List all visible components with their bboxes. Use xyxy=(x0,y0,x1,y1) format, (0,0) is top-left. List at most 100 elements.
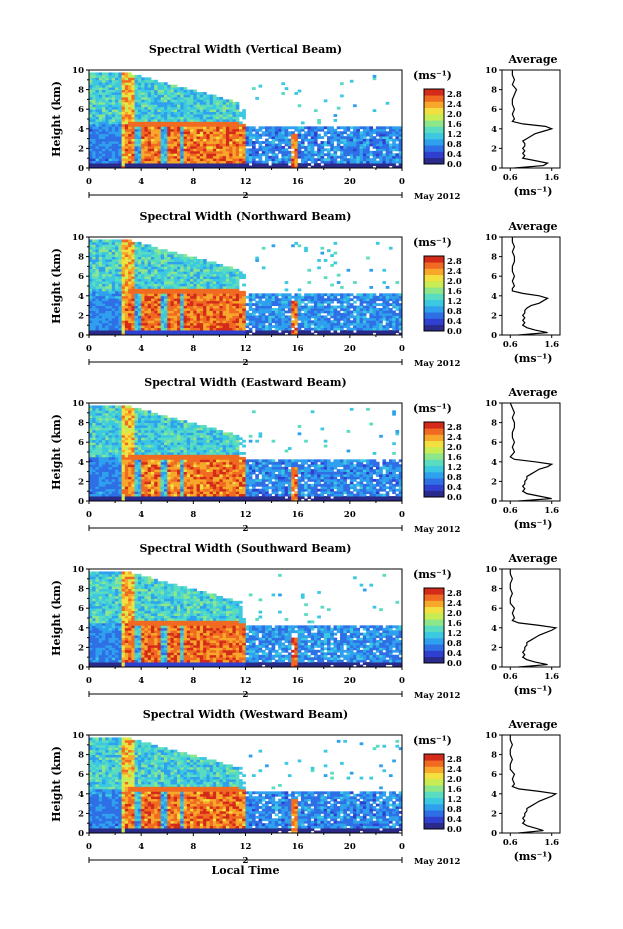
heatmap-cell xyxy=(121,293,126,297)
heatmap-cell xyxy=(115,330,119,333)
heatmap-cell xyxy=(98,305,103,309)
heatmap-cell xyxy=(271,136,276,139)
heatmap-cell xyxy=(144,153,149,157)
heatmap-cell xyxy=(395,158,400,162)
heatmap-cell xyxy=(102,317,106,321)
heatmap-cell xyxy=(180,121,184,125)
heatmap-cell xyxy=(137,317,142,321)
heatmap-cell xyxy=(186,89,191,93)
heatmap-cell xyxy=(196,150,201,154)
heatmap-cell xyxy=(375,310,380,314)
heatmap-cell xyxy=(95,89,100,93)
y-tick-label: 2 xyxy=(78,311,84,321)
heatmap-cell xyxy=(163,99,168,103)
heatmap-cell xyxy=(102,259,106,262)
heatmap-cell xyxy=(92,155,96,159)
heatmap-cell xyxy=(128,94,132,98)
heatmap-cell xyxy=(196,286,201,289)
heatmap-cell xyxy=(388,317,393,321)
heatmap-cell xyxy=(108,317,113,321)
heatmap-cell xyxy=(115,290,119,294)
heatmap-cell xyxy=(111,87,116,90)
heatmap-cell xyxy=(225,276,230,280)
heatmap-cell xyxy=(398,143,403,147)
heatmap-cell xyxy=(160,271,165,275)
y-tick-label: 2 xyxy=(78,144,84,154)
heatmap-cell xyxy=(232,136,237,139)
heatmap-cell xyxy=(232,268,237,272)
heatmap-cell xyxy=(203,104,207,108)
heatmap-cell xyxy=(268,141,272,144)
heatmap-cell xyxy=(92,278,96,282)
heatmap-cell xyxy=(199,288,204,292)
colorbar-tick-label: 1.6 xyxy=(447,287,462,297)
heatmap-cell xyxy=(115,256,119,260)
heatmap-cell xyxy=(111,141,116,144)
heatmap-cell xyxy=(284,305,289,309)
heatmap-cell xyxy=(199,119,204,122)
heatmap-cell xyxy=(209,114,214,117)
heatmap-cell xyxy=(128,288,132,292)
heatmap-cell xyxy=(274,148,279,152)
heatmap-cell xyxy=(118,165,122,169)
heatmap-cell xyxy=(177,276,181,280)
heatmap-cell xyxy=(235,148,240,152)
heatmap-cell xyxy=(193,131,197,135)
heatmap-cell xyxy=(137,133,142,137)
heatmap-cell xyxy=(144,290,149,294)
heatmap-cell xyxy=(89,148,93,152)
heatmap-cell xyxy=(180,92,184,95)
heatmap-cell xyxy=(242,141,246,144)
heatmap-cell xyxy=(105,322,109,326)
profile-line xyxy=(511,237,550,336)
heatmap-cell xyxy=(369,327,374,331)
heatmap-cell xyxy=(177,131,181,135)
heatmap-cell xyxy=(229,303,233,306)
heatmap-cell xyxy=(173,303,178,306)
heatmap-cell xyxy=(261,133,266,137)
heatmap-cell xyxy=(255,256,259,260)
heatmap-cell xyxy=(137,281,142,284)
heatmap-cell xyxy=(268,308,272,311)
heatmap-cell xyxy=(118,119,122,122)
heatmap-cell xyxy=(307,131,312,135)
heatmap-cell xyxy=(134,315,139,319)
heatmap-cell xyxy=(105,278,109,282)
heatmap-cell xyxy=(183,273,188,277)
heatmap-cell xyxy=(219,119,224,122)
heatmap-cell xyxy=(238,271,243,275)
heatmap-cell xyxy=(173,111,178,115)
heatmap-cell xyxy=(92,478,96,482)
heatmap-cell xyxy=(108,244,113,248)
heatmap-cell xyxy=(353,165,357,169)
heatmap-cell xyxy=(287,308,292,311)
heatmap-cell xyxy=(190,263,194,267)
heatmap-cell xyxy=(261,126,266,130)
colorbar-swatch xyxy=(424,145,444,152)
heatmap-cell xyxy=(382,158,387,162)
heatmap-cell xyxy=(304,330,308,333)
heatmap-cell xyxy=(372,308,377,311)
heatmap-cell xyxy=(144,261,149,265)
heatmap-cell xyxy=(137,244,142,248)
heatmap-cell xyxy=(268,322,272,326)
heatmap-cell xyxy=(186,109,191,113)
heatmap-cell xyxy=(150,119,155,122)
heatmap-cell xyxy=(160,256,165,260)
heatmap-cell xyxy=(219,148,224,152)
heatmap-cell xyxy=(372,145,377,149)
heatmap-cell xyxy=(225,101,230,105)
heatmap-cell xyxy=(186,263,191,267)
heatmap-cell xyxy=(196,101,201,105)
heatmap-cell xyxy=(173,148,178,152)
heatmap-cell xyxy=(203,281,207,284)
heatmap-cell xyxy=(382,138,387,142)
heatmap-cell xyxy=(284,295,289,299)
heatmap-cell xyxy=(369,330,374,333)
heatmap-cell xyxy=(108,268,113,272)
heatmap-cell xyxy=(330,312,334,316)
heatmap-cell xyxy=(167,286,171,289)
heatmap-cell xyxy=(150,295,155,299)
heatmap-cell xyxy=(388,322,393,326)
